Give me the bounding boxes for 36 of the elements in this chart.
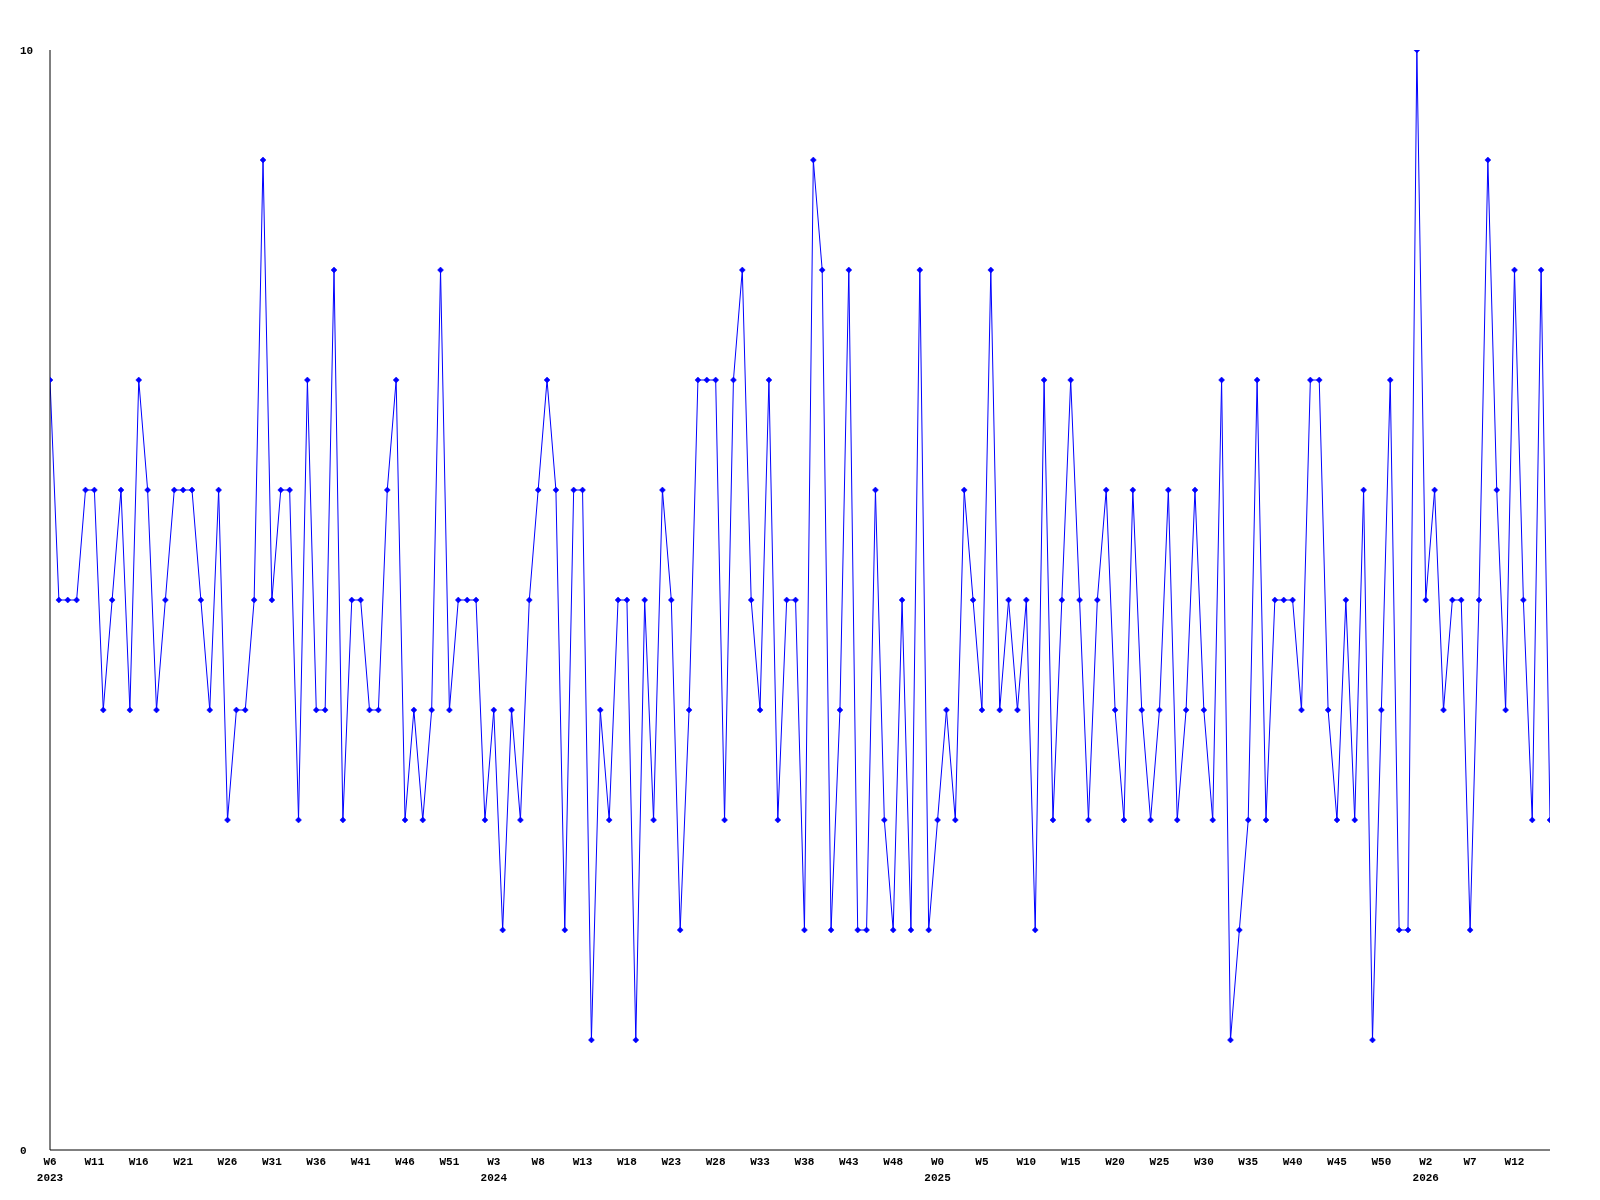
y-tick-label: 10 <box>20 45 34 57</box>
x-tick-label: W23 <box>661 1156 682 1168</box>
x-tick-label: W21 <box>173 1156 194 1168</box>
x-tick-label: W3 2024 <box>480 1156 508 1184</box>
x-tick-label: W0 2025 <box>924 1156 952 1184</box>
x-tick-label: W50 <box>1371 1156 1392 1168</box>
x-tick-label: W51 <box>439 1156 460 1168</box>
x-tick-label: W45 <box>1327 1156 1348 1168</box>
x-tick-label: W25 <box>1149 1156 1170 1168</box>
x-tick-label: W2 2026 <box>1412 1156 1439 1184</box>
x-tick-label: W41 <box>350 1156 371 1168</box>
x-tick-label: W5 <box>975 1156 989 1168</box>
x-tick-label: W18 <box>617 1156 638 1168</box>
x-tick-label: W31 <box>261 1156 283 1168</box>
y-tick-label: 0 <box>20 1145 27 1157</box>
x-tick-label: W10 <box>1016 1156 1037 1168</box>
x-tick-label: W35 <box>1238 1156 1259 1168</box>
x-tick-label: W6 2023 <box>36 1156 64 1184</box>
x-tick-label: W26 <box>217 1156 238 1168</box>
x-tick-label: W33 <box>750 1156 771 1168</box>
x-tick-label: W15 <box>1060 1156 1082 1168</box>
x-tick-label: W46 <box>395 1156 415 1168</box>
x-tick-label: W36 <box>306 1156 327 1168</box>
x-tick-label: W43 <box>838 1156 860 1168</box>
x-tick-label: W13 <box>572 1156 593 1168</box>
x-tick-label: W12 <box>1504 1156 1525 1168</box>
x-tick-label: W8 <box>531 1156 546 1168</box>
x-tick-label: W20 <box>1105 1156 1125 1168</box>
x-tick-label: W38 <box>794 1156 815 1168</box>
x-tick-label: W7 <box>1463 1156 1477 1168</box>
x-tick-label: W11 <box>84 1156 105 1168</box>
x-tick-label: W48 <box>883 1156 904 1168</box>
x-tick-label: W30 <box>1193 1156 1214 1168</box>
x-tick-label: W16 <box>128 1156 149 1168</box>
x-tick-label: W40 <box>1282 1156 1303 1168</box>
x-tick-label: W28 <box>705 1156 726 1168</box>
